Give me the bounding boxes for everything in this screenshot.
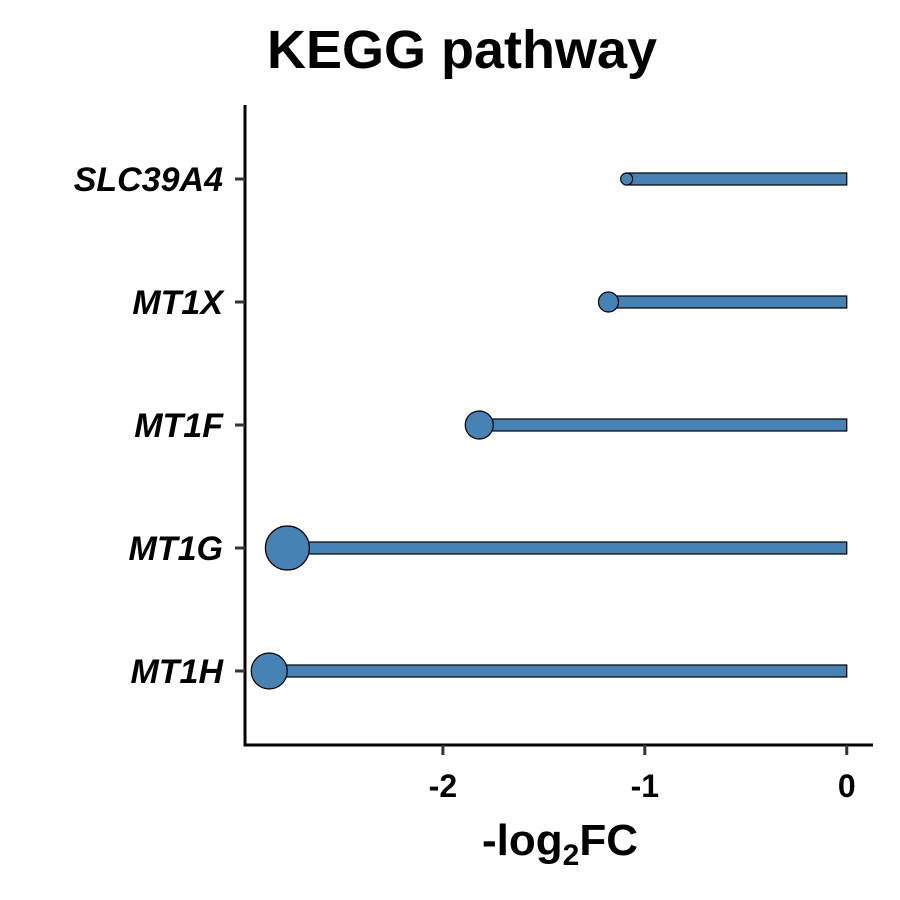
x-tick-label: 0	[838, 768, 856, 804]
lollipop-bar-mt1f	[478, 418, 848, 432]
lollipop-point-mt1g	[264, 525, 311, 571]
chart-marks	[250, 172, 848, 690]
y-tick-label: MT1G	[129, 530, 223, 568]
y-tick-label: MT1X	[132, 284, 225, 322]
lollipop-point-mt1h	[250, 652, 288, 690]
x-axis-title-subscript: 2	[563, 839, 580, 872]
lollipop-bar-slc39a4	[626, 172, 848, 186]
y-tick-label: MT1H	[130, 653, 224, 691]
x-tick-label: -1	[631, 768, 659, 804]
lollipop-point-mt1x	[597, 291, 620, 313]
chart-title: KEGG pathway	[267, 20, 657, 80]
lollipop-point-mt1f	[464, 410, 494, 440]
lollipop-point-slc39a4	[620, 172, 634, 186]
x-axis-title-end: FC	[579, 816, 638, 865]
y-tick-label: SLC39A4	[74, 161, 223, 199]
lollipop-bar-mt1h	[268, 664, 848, 678]
y-axis-ticks: SLC39A4 MT1X MT1F MT1G MT1H	[74, 161, 245, 691]
x-tick-label: -2	[429, 768, 457, 804]
lollipop-bar-mt1x	[607, 295, 848, 309]
x-axis-ticks: -2 -1 0	[429, 745, 856, 804]
x-axis-title: -log2FC	[482, 816, 638, 872]
y-tick-label: MT1F	[134, 407, 224, 445]
lollipop-bar-mt1g	[286, 541, 848, 555]
x-axis-title-main: -log	[482, 816, 563, 865]
